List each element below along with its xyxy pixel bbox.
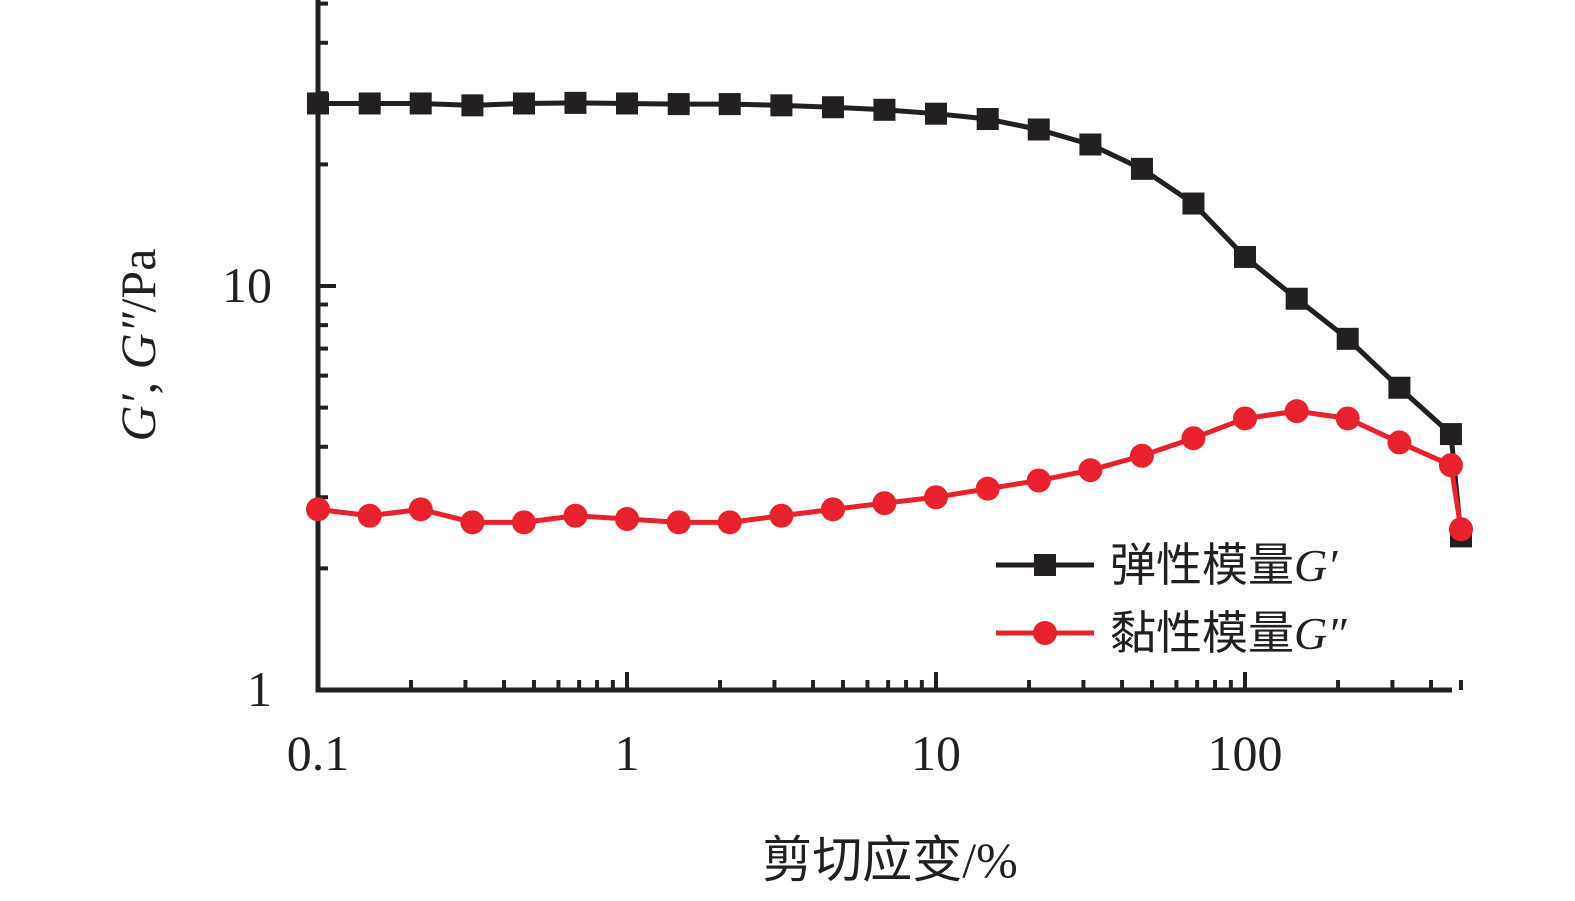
data-point-circle [306, 497, 330, 522]
data-point-square [409, 92, 432, 115]
data-point-circle [717, 510, 742, 535]
y-axis-label-part: , [110, 369, 166, 394]
y-tick-label: 1 [247, 661, 272, 717]
data-point-square [358, 92, 381, 115]
legend-label-text: 弹性模量 [1110, 540, 1294, 591]
legend-label-symbol: G′ [1294, 540, 1338, 591]
data-point-circle [1181, 426, 1206, 451]
data-point-circle [408, 497, 433, 522]
data-point-square [873, 98, 896, 121]
legend-marker-square [1034, 554, 1056, 576]
data-point-circle [924, 485, 948, 510]
x-tick-label: 1 [615, 725, 640, 781]
y-axis-label-part: /Pa [110, 249, 166, 313]
data-point-square [667, 93, 690, 116]
data-point-square [616, 92, 638, 115]
data-point-square [1182, 192, 1205, 215]
data-point-circle [460, 510, 485, 535]
series-loss-modulus [306, 399, 1473, 542]
data-point-square [461, 94, 484, 117]
data-point-circle [872, 491, 897, 516]
x-tick-label: 0.1 [287, 725, 350, 781]
data-point-square [718, 93, 741, 116]
data-point-square [307, 92, 329, 115]
data-point-square [1234, 245, 1256, 268]
data-point-square [1285, 287, 1308, 310]
data-point-circle [1129, 443, 1154, 468]
legend-label: 黏性模量G″ [1110, 608, 1347, 659]
data-point-square [821, 96, 844, 119]
data-point-square [770, 94, 793, 117]
legend-label-symbol: G″ [1294, 608, 1347, 659]
data-point-square [1130, 157, 1153, 180]
data-point-circle [769, 503, 794, 528]
data-point-square [1027, 118, 1050, 141]
data-point-circle [1078, 458, 1103, 483]
data-point-circle [563, 503, 588, 528]
data-point-square [976, 108, 999, 131]
data-point-circle [1438, 453, 1463, 478]
data-point-square [1439, 423, 1462, 446]
legend-label-text: 黏性模量 [1110, 608, 1294, 659]
y-axis-label-part: G″ [110, 311, 166, 369]
data-point-circle [1335, 406, 1360, 431]
y-axis-label: G′, G″/Pa [110, 249, 166, 442]
data-point-circle [1233, 406, 1257, 431]
series-layer [306, 91, 1473, 548]
x-tick-label: 10 [911, 725, 961, 781]
data-point-circle [511, 510, 536, 535]
data-point-square [512, 92, 535, 115]
y-tick-label: 10 [222, 257, 272, 313]
data-point-square [1388, 376, 1411, 399]
series-storage-modulus [307, 91, 1472, 548]
data-point-circle [357, 503, 382, 528]
tick-marks [316, 1, 1463, 692]
data-point-circle [1448, 517, 1473, 542]
data-point-square [1336, 327, 1359, 350]
data-point-square [1079, 133, 1102, 156]
tick-labels: 0.1 1 10 100 1 10 [222, 257, 1283, 781]
data-point-circle [1387, 430, 1412, 455]
x-tick-label: 100 [1208, 725, 1283, 781]
legend-marker-circle [1033, 621, 1057, 645]
data-point-square [925, 102, 947, 125]
data-point-square [564, 91, 587, 114]
series-line [318, 100, 1464, 537]
data-point-circle [666, 510, 691, 535]
data-point-circle [1284, 399, 1309, 424]
data-point-circle [820, 497, 845, 522]
legend-label: 弹性模量G′ [1110, 540, 1338, 591]
data-point-circle [1026, 468, 1051, 493]
legend: 弹性模量G′黏性模量G″ [996, 540, 1347, 659]
data-point-circle [615, 507, 639, 532]
x-axis-label: 剪切应变/% [762, 832, 1018, 888]
data-point-circle [975, 476, 1000, 501]
y-axis-label-part: G′ [110, 393, 166, 441]
